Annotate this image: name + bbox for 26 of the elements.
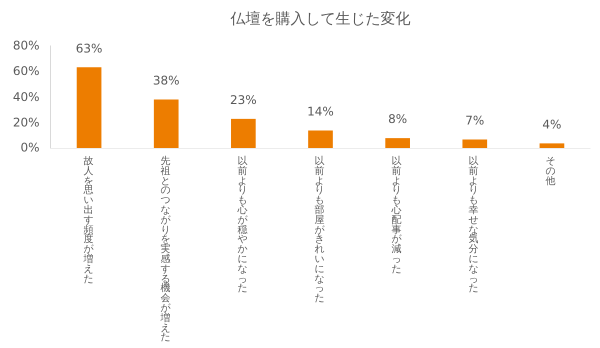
category-label: 以前よりも幸せな気分になった: [468, 156, 478, 294]
bar: [231, 118, 256, 148]
category-label: 以前よりも部屋がきれいになった: [314, 156, 324, 304]
y-tick-label: 80%: [12, 38, 40, 52]
bar: [462, 139, 488, 148]
data-label: 23%: [230, 92, 257, 107]
x-tick-label: その他: [544, 155, 556, 187]
chart-title: 仏壇を購入して生じた変化: [230, 10, 410, 28]
bar: [385, 138, 410, 148]
data-label: 14%: [307, 104, 334, 118]
category-label: 先祖とのつながりを実感する機会が増えた: [160, 156, 170, 344]
bar: [308, 130, 333, 148]
category-label: 故人を思い出す頻度が増えた: [84, 156, 94, 285]
y-tick-label: 40%: [12, 90, 40, 104]
data-label: 8%: [388, 112, 408, 126]
y-tick-label: 20%: [12, 116, 40, 130]
data-label: 4%: [542, 117, 562, 132]
bar: [154, 100, 179, 148]
bar: [76, 67, 102, 148]
category-label: 以前よりも心配事が減った: [392, 156, 402, 275]
data-label: 38%: [152, 74, 180, 88]
y-tick-label: 60%: [12, 64, 40, 78]
data-label: 7%: [465, 113, 484, 128]
data-label: 63%: [76, 41, 102, 56]
category-label: 以前よりも心が穏やかになった: [238, 156, 248, 294]
y-tick-label: 0%: [20, 140, 40, 154]
